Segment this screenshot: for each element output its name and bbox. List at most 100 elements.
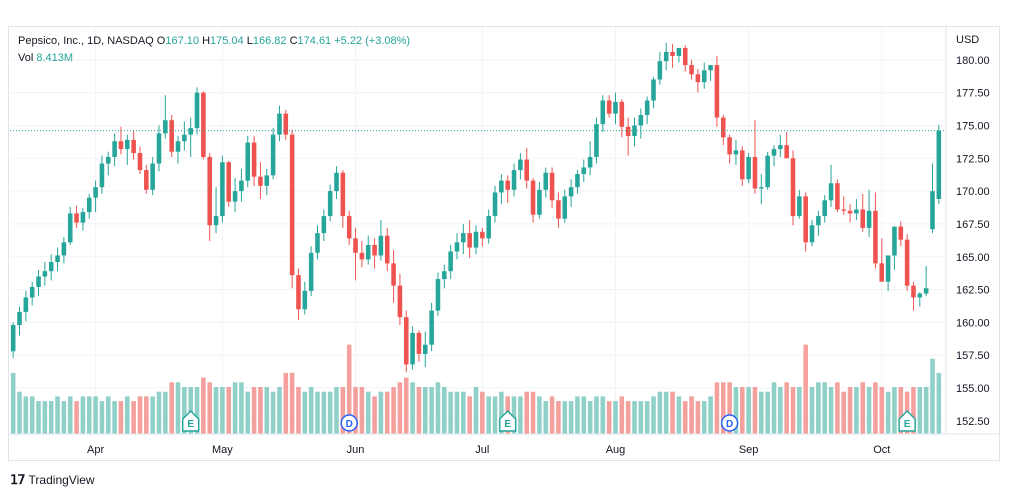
volume-bar [251, 387, 257, 434]
candle-body [372, 244, 377, 256]
candle-body [207, 156, 212, 226]
candle [296, 268, 301, 320]
price-tick-label: 165.00 [956, 252, 990, 264]
volume-bar [695, 401, 701, 434]
candle-body [378, 235, 384, 256]
candle [600, 95, 606, 133]
volume-bar [917, 387, 923, 434]
volume-bar [232, 382, 238, 434]
volume-bar [175, 382, 181, 434]
dividend-marker-icon[interactable]: D [340, 414, 358, 432]
candle [99, 155, 105, 194]
volume-bar [480, 391, 485, 434]
candle-body [828, 183, 834, 201]
volume-bar [296, 387, 301, 434]
candle-body [346, 216, 352, 239]
volume-bar [759, 391, 764, 434]
currency-label[interactable]: USD [956, 34, 980, 46]
candle [207, 153, 212, 242]
candle [606, 95, 612, 118]
candle [701, 62, 707, 89]
candle-body [182, 134, 187, 142]
volume-bar [784, 382, 789, 434]
volume-bar [682, 401, 688, 434]
candle [480, 227, 485, 247]
candle-body [568, 187, 574, 197]
earnings-marker-icon[interactable]: E [498, 409, 517, 432]
event-marker-label: E [187, 419, 194, 430]
dividend-marker-icon[interactable]: D [720, 414, 739, 432]
volume-bar [486, 396, 491, 434]
candle-body [308, 252, 314, 291]
candle [353, 227, 358, 281]
volume-bar [873, 382, 878, 434]
earnings-marker-icon[interactable]: E [898, 409, 916, 432]
brand-name: TradingView [28, 473, 95, 487]
volume-bar [289, 372, 295, 434]
candle-body [892, 226, 897, 256]
price-tick-label: 167.50 [956, 219, 990, 231]
candle [10, 322, 16, 358]
candle [828, 164, 834, 207]
candle [397, 273, 403, 326]
candle-body [125, 139, 130, 150]
candle [359, 241, 365, 268]
volume-bar [797, 387, 802, 434]
candle [112, 133, 117, 167]
candle-body [518, 159, 523, 171]
candle [714, 55, 720, 127]
candle [657, 51, 663, 85]
volume-bar [606, 401, 612, 434]
candle-body [727, 137, 732, 155]
candle [442, 264, 447, 289]
candle-body [759, 187, 764, 189]
candle [391, 250, 396, 303]
candle-body [391, 263, 396, 286]
volume-bar [93, 396, 98, 434]
candle [220, 155, 225, 223]
candle-body [112, 141, 117, 157]
candle [245, 135, 251, 188]
volume-bar [403, 377, 409, 434]
volume-bar [663, 391, 669, 434]
volume-bar [613, 401, 618, 434]
candle [568, 179, 574, 207]
volume-bar [327, 391, 333, 434]
candle-body [809, 225, 815, 243]
candle-body [644, 100, 650, 115]
candle-body [936, 130, 942, 199]
candle-body [17, 311, 22, 326]
candle-body [911, 285, 916, 298]
candle-body [873, 210, 878, 264]
candle [461, 223, 466, 255]
candle [86, 193, 92, 219]
candle-body [486, 216, 491, 239]
candle-body [442, 271, 447, 280]
volume-bar [936, 372, 942, 434]
volume-bar [125, 396, 130, 434]
volume-bar [315, 391, 320, 434]
candle-body [866, 210, 872, 228]
candle [239, 168, 244, 202]
candle [511, 163, 517, 197]
symbol-title[interactable]: Pepsico, Inc., 1D, NASDAQ [18, 35, 154, 47]
candle [543, 167, 549, 198]
candle-body [720, 117, 726, 138]
earnings-marker-icon[interactable]: E [181, 409, 200, 432]
candle-body [296, 275, 301, 310]
candle [17, 306, 22, 336]
candle [435, 272, 441, 316]
candle [854, 198, 859, 220]
candle [613, 92, 618, 125]
candle [105, 151, 111, 176]
month-tick-label: Jul [475, 444, 489, 456]
volume-bar [575, 396, 580, 434]
volume-bar [600, 396, 606, 434]
candle [213, 187, 219, 234]
brand[interactable]: 𝟣𝟩 TradingView [10, 472, 95, 488]
candle-body [454, 242, 460, 252]
candle [790, 150, 796, 226]
volume-bar [568, 401, 574, 434]
volume-bar [644, 401, 650, 434]
